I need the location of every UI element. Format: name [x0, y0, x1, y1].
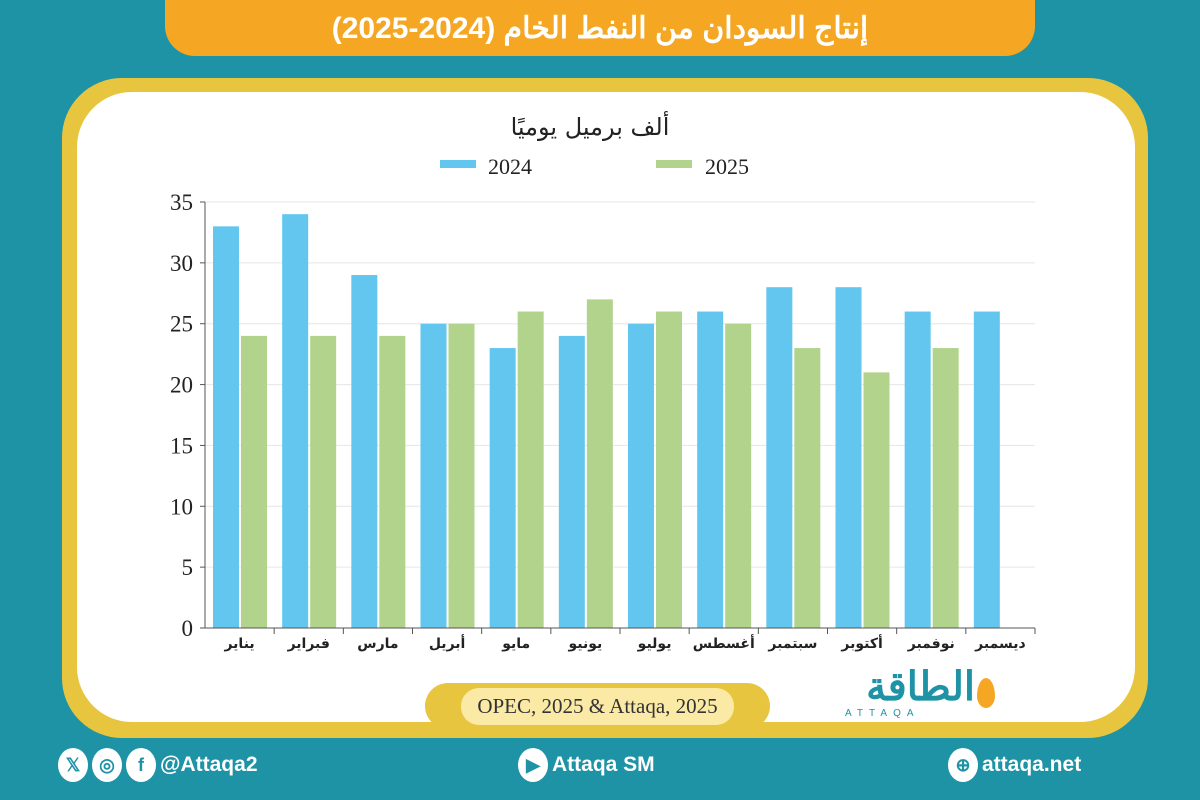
legend-swatch-2025 — [656, 160, 692, 168]
x-icon[interactable]: 𝕏 — [58, 748, 88, 782]
bar-2025 — [241, 335, 267, 628]
title-bar: إنتاج السودان من النفط الخام (2024-2025) — [165, 0, 1035, 56]
x-tick-label: سبتمبر — [767, 636, 817, 652]
logo-english: ATTAQA — [845, 708, 920, 719]
x-tick-label: يونيو — [568, 636, 603, 652]
x-tick-label: ديسمبر — [974, 636, 1026, 652]
youtube-icon[interactable]: ▶ — [518, 748, 548, 782]
bar-2025 — [863, 372, 890, 628]
chart-title: ألف برميل يوميًا — [511, 111, 670, 141]
bar-2025 — [310, 335, 337, 628]
source-text: OPEC, 2025 & Attaqa, 2025 — [461, 687, 734, 725]
bar-2025 — [794, 348, 821, 628]
y-tick-label: 15 — [170, 433, 193, 458]
social-handle[interactable]: @Attaqa2 — [160, 753, 258, 776]
social-links: 𝕏 ◎ f @Attaqa2 — [58, 745, 258, 785]
bar-2025 — [932, 348, 959, 628]
bar-2025 — [586, 299, 613, 628]
x-tick-label: مارس — [357, 636, 398, 652]
bar-2024 — [420, 323, 447, 628]
attaqa-logo: الطاقة ATTAQA — [835, 665, 995, 720]
y-tick-label: 0 — [182, 616, 194, 641]
source-badge: OPEC, 2025 & Attaqa, 2025 — [425, 683, 770, 729]
bar-2024 — [835, 287, 862, 628]
bar-2024 — [766, 287, 793, 628]
x-tick-label: يوليو — [637, 636, 672, 652]
bar-2024 — [282, 214, 309, 628]
bar-2024 — [628, 323, 654, 628]
x-tick-label: نوفمبر — [907, 636, 955, 652]
bar-2025 — [725, 323, 752, 628]
bar-2025 — [448, 323, 475, 628]
legend-swatch-2024 — [440, 160, 476, 168]
y-tick-label: 30 — [170, 251, 193, 276]
bar-2024 — [904, 311, 931, 628]
bar-2024 — [489, 348, 516, 628]
bar-2024 — [351, 275, 378, 628]
y-tick-label: 35 — [170, 190, 193, 215]
y-tick-label: 25 — [170, 312, 193, 337]
website-label[interactable]: attaqa.net — [982, 753, 1082, 776]
legend-label-2025: 2025 — [705, 154, 749, 179]
x-tick-label: يناير — [223, 636, 254, 652]
x-tick-label: مايو — [501, 636, 530, 652]
y-tick-label: 10 — [170, 494, 193, 519]
x-tick-label: أغسطس — [693, 634, 755, 652]
bar-2024 — [973, 311, 1000, 628]
x-tick-label: أكتوبر — [840, 634, 882, 652]
instagram-icon[interactable]: ◎ — [92, 748, 122, 782]
x-tick-label: فبراير — [287, 636, 330, 652]
globe-icon[interactable]: ⊕ — [948, 748, 978, 782]
facebook-icon[interactable]: f — [126, 748, 156, 782]
logo-arabic: الطاقة — [866, 665, 975, 709]
drop-icon — [977, 678, 995, 708]
bar-2025 — [656, 311, 682, 628]
youtube-link: ▶ Attaqa SM — [518, 745, 655, 785]
website-link: ⊕ attaqa.net — [948, 745, 1081, 785]
bar-2024 — [213, 226, 239, 629]
youtube-label[interactable]: Attaqa SM — [552, 753, 655, 776]
legend-label-2024: 2024 — [488, 154, 532, 179]
bar-2025 — [379, 335, 406, 628]
page-title: إنتاج السودان من النفط الخام (2024-2025) — [331, 11, 869, 45]
bar-2024 — [697, 311, 724, 628]
x-tick-label: أبريل — [429, 634, 466, 652]
y-tick-label: 5 — [182, 555, 194, 580]
y-tick-label: 20 — [170, 373, 193, 398]
bar-2024 — [558, 335, 585, 628]
bar-2025 — [517, 311, 544, 628]
